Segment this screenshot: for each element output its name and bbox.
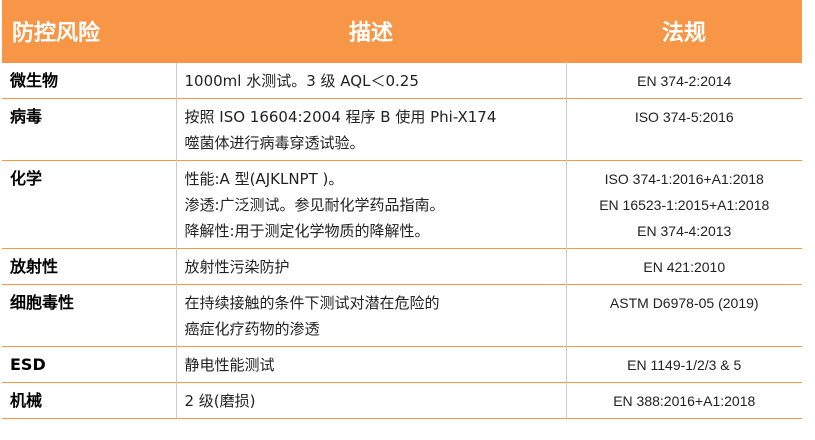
description-cell: 性能:A 型(AJKLNPT )。渗透:广泛测试。参见耐化学药品指南。 降解性:用… (175, 160, 567, 249)
standard-line: EN 421:2010 (643, 259, 726, 275)
table-row: 化学 性能:A 型(AJKLNPT )。渗透:广泛测试。参见耐化学药品指南。 降解性… (2, 160, 802, 249)
description-line: 2 级(磨损) (184, 392, 256, 410)
standard-cell: ASTM D6978-05 (2019) (566, 284, 802, 347)
standard-line: EN 374-4:2013 (637, 223, 732, 239)
description-line: 降解性:用于测定化学物质的降解性。 (184, 222, 430, 240)
header-cell: 法规 (566, 0, 802, 63)
description-line: 1000ml 水测试。3 级 AQL＜0.25 (184, 72, 419, 90)
standard-line: ASTM D6978-05 (2019) (609, 295, 759, 311)
description-line: 渗透:广泛测试。参见耐化学药品指南。 (184, 196, 445, 214)
description-cell: 1000ml 水测试。3 级 AQL＜0.25 (175, 62, 567, 99)
description-line: 按照 ISO 16604:2004 程序 B 使用 Phi-X174 (184, 108, 497, 126)
standard-cell: ISO 374-1:2016+A1:2018 EN 16523-1:2015+A1… (566, 160, 802, 249)
table-body: 微生物 1000ml 水测试。3 级 AQL＜0.25 EN 374-2:2014 病… (2, 62, 802, 419)
standard-line: ISO 374-5:2016 (634, 109, 734, 125)
risk-cell: 机械 (2, 382, 176, 419)
description-cell: 按照 ISO 16604:2004 程序 B 使用 Phi-X174 噬菌体进行病… (175, 98, 567, 161)
standard-line: EN 16523-1:2015+A1:2018 (599, 197, 770, 213)
table-row: 微生物 1000ml 水测试。3 级 AQL＜0.25 EN 374-2:2014 (2, 62, 802, 99)
description-cell: 静电性能测试 (175, 346, 567, 383)
description-cell: 2 级(磨损) (175, 382, 567, 419)
description-line: 静电性能测试 (184, 356, 275, 374)
standard-line: EN 374-2:2014 (637, 73, 732, 89)
description-line: 癌症化疗药物的渗透 (184, 320, 320, 338)
risk-cell: 微生物 (2, 62, 176, 99)
table-row: 病毒 按照 ISO 16604:2004 程序 B 使用 Phi-X174 噬菌体进… (2, 98, 802, 161)
description-cell: 在持续接触的条件下测试对潜在危险的 癌症化疗药物的渗透 (175, 284, 567, 347)
header-cell: 描述 (176, 0, 566, 63)
header-cell: 防控风险 (2, 0, 176, 63)
risk-cell: 病毒 (2, 98, 176, 161)
standard-line: ISO 374-1:2016+A1:2018 (604, 171, 764, 187)
description-line: 在持续接触的条件下测试对潜在危险的 (184, 294, 440, 312)
standard-cell: EN 421:2010 (566, 248, 802, 285)
risk-table: 防控风险 描述 法规 微生物 1000ml 水测试。3 级 AQL＜0.25 EN 37… (2, 0, 802, 419)
standard-line: EN 388:2016+A1:2018 (613, 393, 756, 409)
risk-cell: 放射性 (2, 248, 176, 285)
standard-cell: EN 374-2:2014 (566, 62, 802, 99)
standard-line: EN 1149-1/2/3 & 5 (627, 357, 742, 373)
description-line: 放射性污染防护 (184, 258, 290, 276)
standard-cell: EN 388:2016+A1:2018 (566, 382, 802, 419)
description-line: 性能:A 型(AJKLNPT )。 (184, 170, 344, 188)
risk-cell: 细胞毒性 (2, 284, 176, 347)
description-cell: 放射性污染防护 (175, 248, 567, 285)
description-line: 噬菌体进行病毒穿透试验。 (184, 134, 365, 152)
risk-cell: ESD (2, 346, 176, 383)
standard-cell: ISO 374-5:2016 (566, 98, 802, 161)
table-row: ESD 静电性能测试 EN 1149-1/2/3 & 5 (2, 346, 802, 383)
standard-cell: EN 1149-1/2/3 & 5 (566, 346, 802, 383)
table-row: 细胞毒性 在持续接触的条件下测试对潜在危险的 癌症化疗药物的渗透 ASTM D6978… (2, 284, 802, 347)
table-row: 放射性 放射性污染防护 EN 421:2010 (2, 248, 802, 285)
risk-cell: 化学 (2, 160, 176, 249)
header-row: 防控风险 描述 法规 (2, 0, 802, 63)
table-row: 机械 2 级(磨损) EN 388:2016+A1:2018 (2, 382, 802, 419)
